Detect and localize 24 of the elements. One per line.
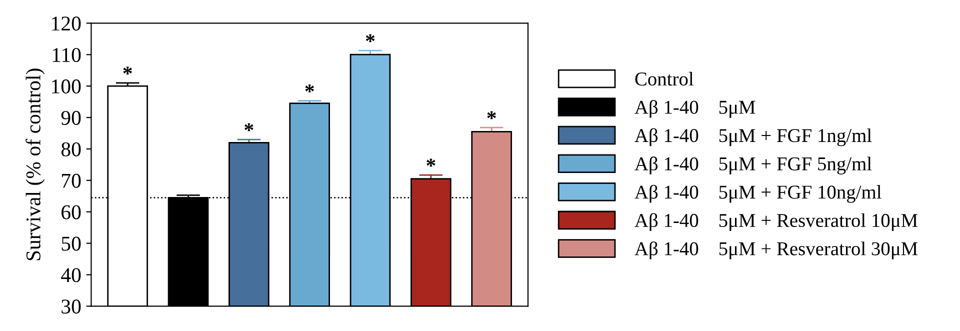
- y-tick-label: 80: [61, 142, 81, 156]
- y-tick-label: 70: [62, 174, 81, 188]
- y-tick-label: 100: [52, 79, 81, 94]
- legend-label: Aβ 1-40 5μM + FGF 1ng/ml: [634, 128, 872, 146]
- data-label: *: [305, 84, 314, 92]
- legend-label: Aβ 1-40 5μM + FGF 10ng/ml: [634, 184, 882, 203]
- data-label: *: [244, 123, 254, 132]
- y-tick-label: 120: [52, 16, 81, 31]
- legend-label: Aβ 1-40 5μM + FGF 5ng/ml: [634, 156, 872, 174]
- legend-label: Aβ 1-40 5μM: [634, 100, 756, 118]
- y-tick-label: 110: [52, 48, 81, 62]
- data-label: *: [123, 66, 132, 74]
- y-tick-label: 50: [62, 236, 81, 251]
- data-label: *: [426, 158, 436, 167]
- data-label: *: [487, 111, 496, 120]
- y-tick-label: 90: [61, 110, 81, 125]
- legend-label: Aβ 1-40 5μM + Resveratrol 10μM: [634, 213, 918, 232]
- data-label: *: [366, 34, 375, 42]
- legend-label: Control: [635, 72, 694, 86]
- y-tick-label: 40: [61, 268, 81, 282]
- legend-label: Aβ 1-40 5μM + Resveratrol 30μM: [634, 241, 918, 260]
- y-tick-label: 30: [62, 300, 81, 314]
- y-axis-title: Survival (% of control): [26, 68, 45, 260]
- y-tick-label: 60: [62, 205, 81, 220]
